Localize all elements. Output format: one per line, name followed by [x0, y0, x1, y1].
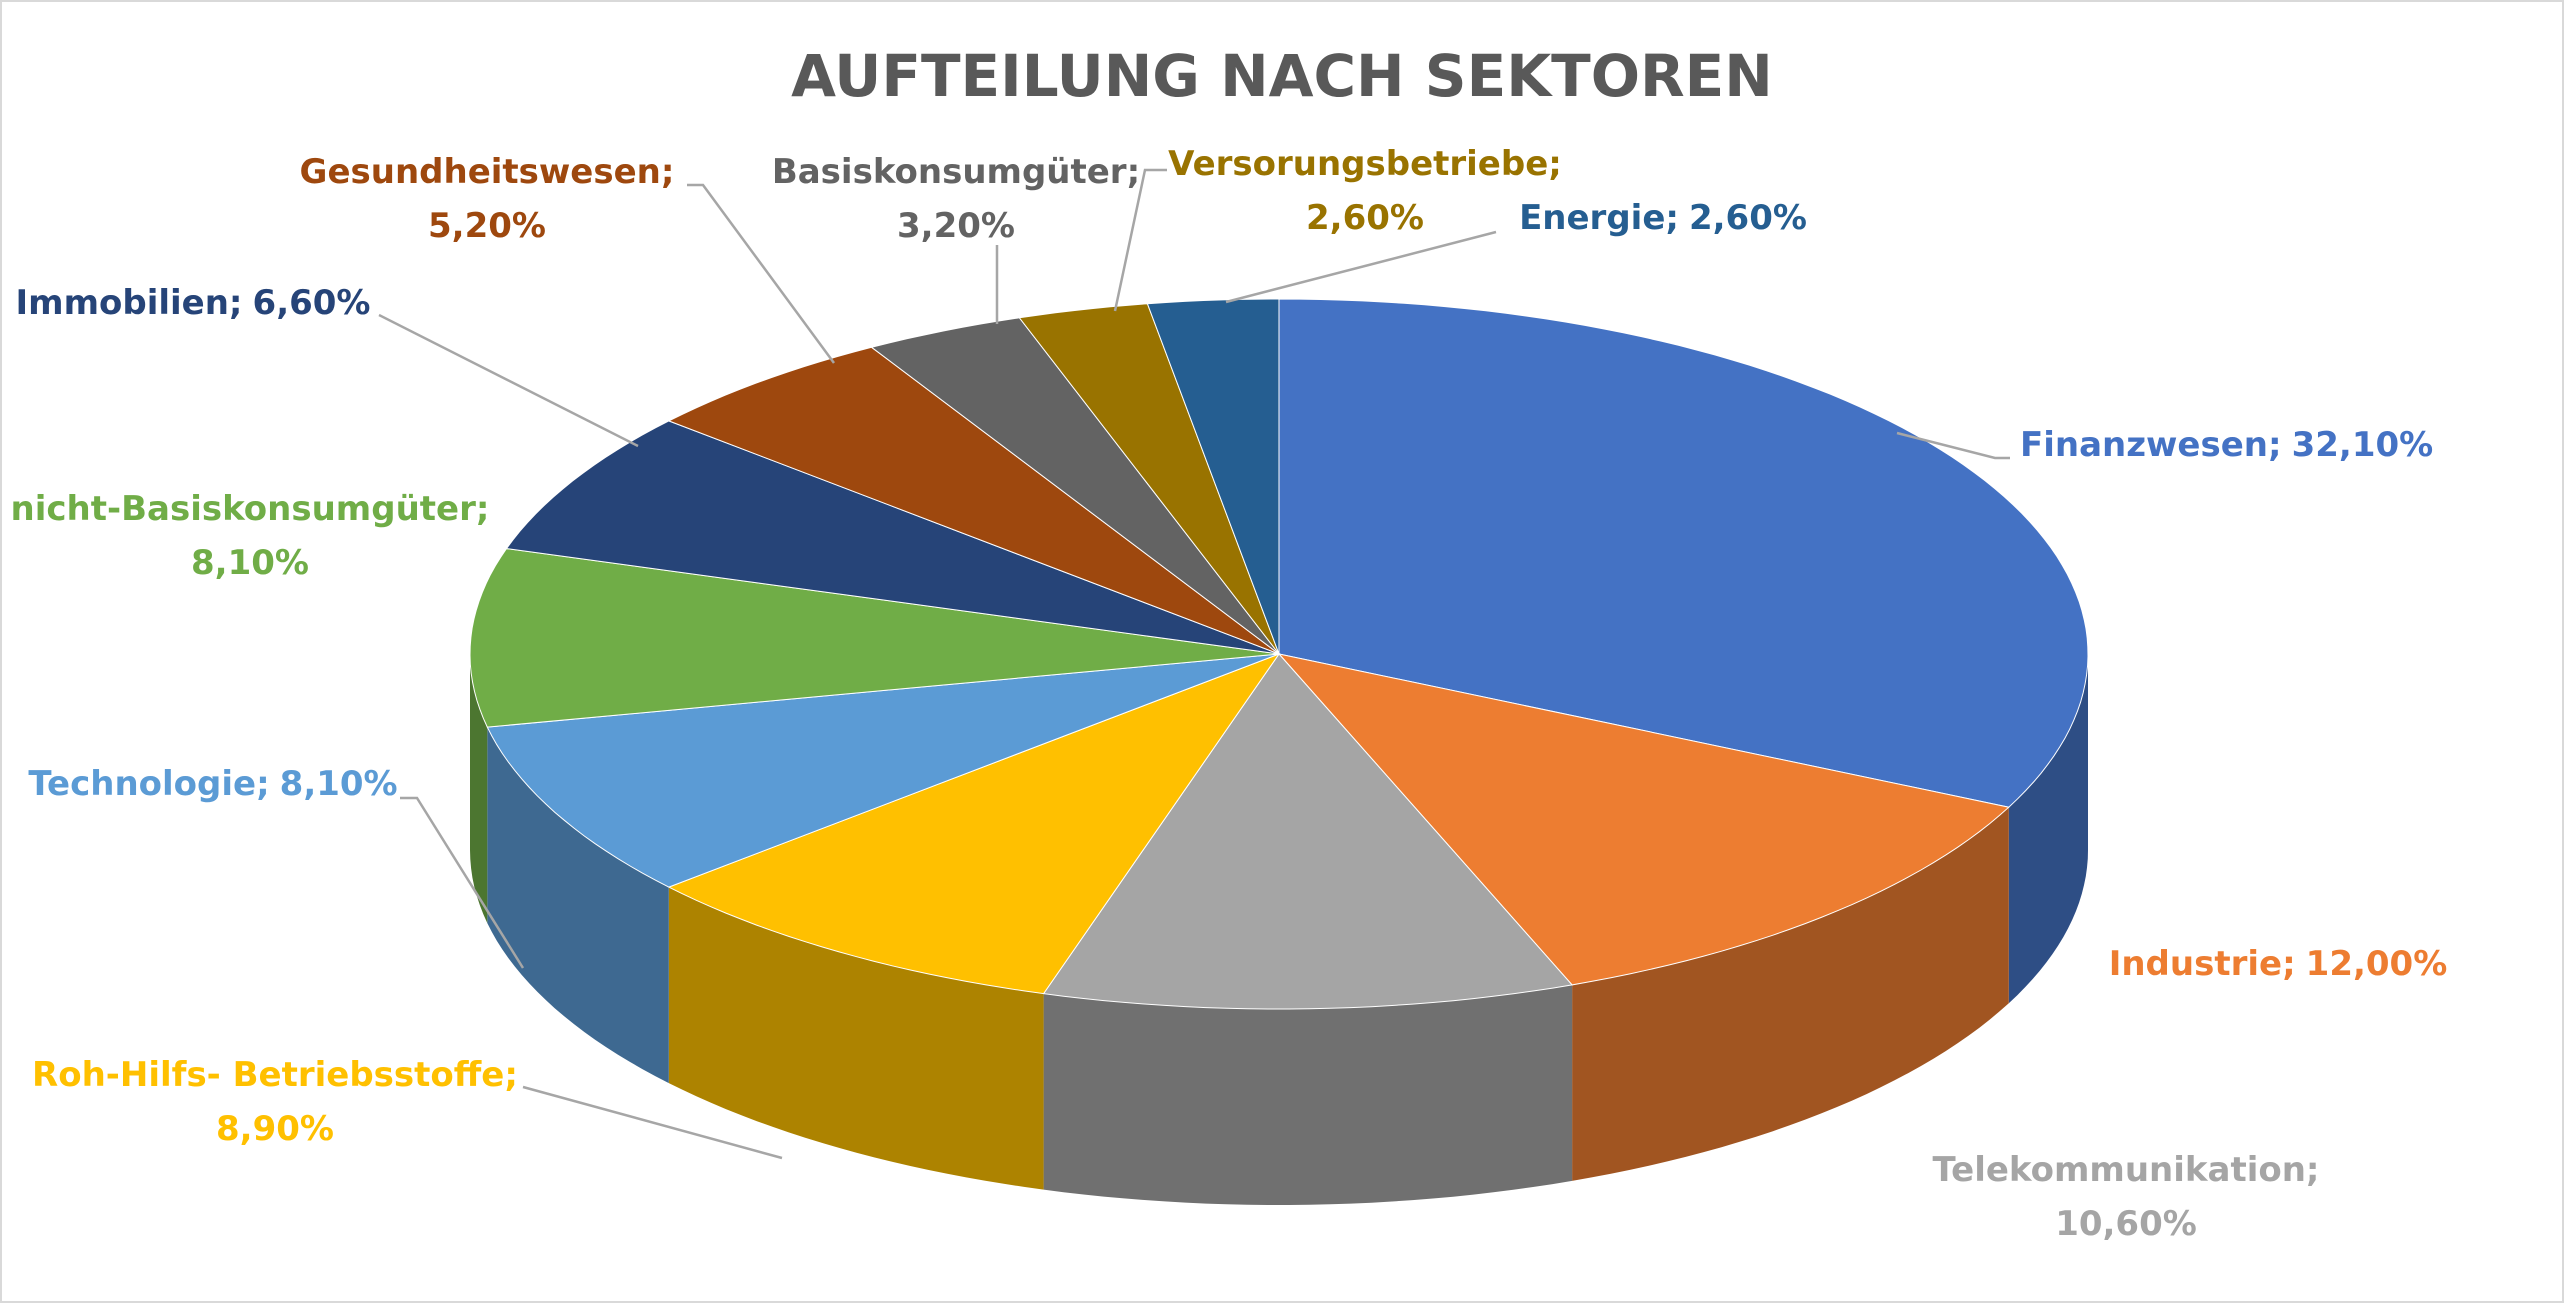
chart-title: AUFTEILUNG NACH SEKTOREN	[791, 42, 1773, 110]
label-value: 32,10%	[2292, 425, 2434, 465]
label-category: Basiskonsumgüter;	[772, 152, 1140, 192]
slice	[1146, 298, 1280, 655]
slice	[505, 420, 1280, 655]
data-label: Energie; 2,60%	[1519, 198, 1807, 238]
label-category: Roh-Hilfs- Betriebsstoffe;	[32, 1055, 518, 1095]
leader-line	[522, 1085, 783, 1160]
slice	[1018, 303, 1280, 655]
label-value: 3,20%	[897, 206, 1015, 246]
label-value: 12,00%	[2306, 944, 2448, 984]
label-category: Finanzwesen;	[2020, 425, 2282, 465]
slice	[870, 317, 1280, 655]
slice-side	[470, 654, 488, 924]
slice	[486, 653, 1280, 888]
data-label: Technologie; 8,10%	[28, 764, 397, 804]
leader-line	[378, 313, 639, 448]
data-label: Basiskonsumgüter; 3,20%	[772, 152, 1140, 246]
slice	[1042, 653, 1574, 1010]
slice	[667, 652, 1281, 995]
slice	[667, 346, 1280, 655]
data-label: Finanzwesen; 32,10%	[2020, 425, 2433, 465]
data-label: nicht-Basiskonsumgüter; 8,10%	[11, 489, 490, 583]
slice-side	[2008, 654, 2088, 1004]
label-value: 6,60%	[253, 283, 371, 323]
slice-side	[668, 887, 1044, 1190]
label-value: 8,10%	[191, 543, 309, 583]
label-category: Gesundheitswesen;	[300, 152, 675, 192]
slice-side	[1572, 807, 2009, 1181]
leader-line	[1896, 431, 2010, 460]
data-label: Industrie; 12,00%	[2109, 944, 2448, 984]
label-value: 8,10%	[280, 764, 398, 804]
label-value: 8,90%	[216, 1109, 334, 1149]
label-value: 2,60%	[1689, 198, 1807, 238]
data-label: Telekommunikation; 10,60%	[1932, 1150, 2319, 1244]
label-value: 2,60%	[1306, 198, 1424, 238]
label-value: 5,20%	[428, 206, 546, 246]
leader-line	[687, 183, 836, 364]
data-label: Gesundheitswesen; 5,20%	[300, 152, 675, 246]
slice	[1278, 298, 2089, 808]
label-category: Telekommunikation;	[1932, 1150, 2319, 1190]
slice	[469, 548, 1280, 728]
leader-line	[400, 796, 525, 969]
label-category: Technologie;	[28, 764, 269, 804]
leader-line	[1113, 168, 1167, 312]
label-category: Energie;	[1519, 198, 1679, 238]
data-label: Versorungsbetriebe; 2,60%	[1168, 144, 1562, 238]
label-category: nicht-Basiskonsumgüter;	[11, 489, 490, 529]
label-category: Versorungsbetriebe;	[1168, 144, 1562, 184]
label-category: Immobilien;	[16, 283, 243, 323]
data-label: Immobilien; 6,60%	[16, 283, 371, 323]
slice-side	[1043, 984, 1573, 1205]
slice	[1277, 653, 2010, 986]
slice-side	[487, 727, 669, 1084]
label-value: 10,60%	[2055, 1204, 2197, 1244]
data-label: Roh-Hilfs- Betriebsstoffe; 8,90%	[32, 1055, 518, 1149]
label-category: Industrie;	[2109, 944, 2296, 984]
leader-line	[1225, 230, 1497, 304]
